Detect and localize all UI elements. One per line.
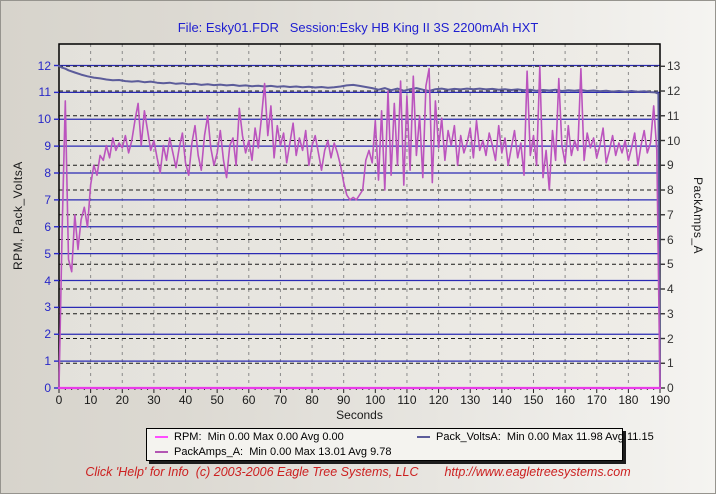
trace-packamps_a xyxy=(58,65,661,389)
pack-voltsa-series-swatch xyxy=(417,436,430,438)
left-axis-title: RPM, Pack_VoltsA xyxy=(11,161,25,271)
legend-entry-text: PackAmps_A: Min 0.00 Max 13.01 Avg 9.78 xyxy=(174,446,392,458)
v-gridlines xyxy=(90,44,629,388)
legend-entry-rpm: RPM: Min 0.00 Max 0.00 Avg 0.00 xyxy=(153,430,415,445)
trace-pack_voltsa xyxy=(58,65,661,389)
legend-entry-pack-voltsa: Pack_VoltsA: Min 0.00 Max 11.98 Avg 11.1… xyxy=(415,430,654,445)
rpm-series-swatch xyxy=(155,436,168,438)
legend-entry-packamps-a: PackAmps_A: Min 0.00 Max 13.01 Avg 9.78 xyxy=(153,445,415,460)
x-axis-title: Seconds xyxy=(336,408,383,422)
plot-area[interactable] xyxy=(1,1,716,426)
legend-entry-text: RPM: Min 0.00 Max 0.00 Avg 0.00 xyxy=(174,431,344,443)
footer: Click 'Help' for Info (c) 2003-2006 Eagl… xyxy=(1,465,715,479)
legend-entry-text: Pack_VoltsA: Min 0.00 Max 11.98 Avg 11.1… xyxy=(436,431,654,443)
legend-box: RPM: Min 0.00 Max 0.00 Avg 0.00 Pack_Vol… xyxy=(146,428,654,461)
footer-help-text: Click 'Help' for Info (c) 2003-2006 Eagl… xyxy=(85,465,419,479)
chart-title: File: Esky01.FDR Session:Esky HB King II… xyxy=(177,20,539,35)
footer-url-link[interactable]: http://www.eagletreesystems.com xyxy=(444,465,631,479)
right-axis-title: PackAmps_A xyxy=(691,177,705,255)
packamps-a-series-swatch xyxy=(155,451,168,453)
